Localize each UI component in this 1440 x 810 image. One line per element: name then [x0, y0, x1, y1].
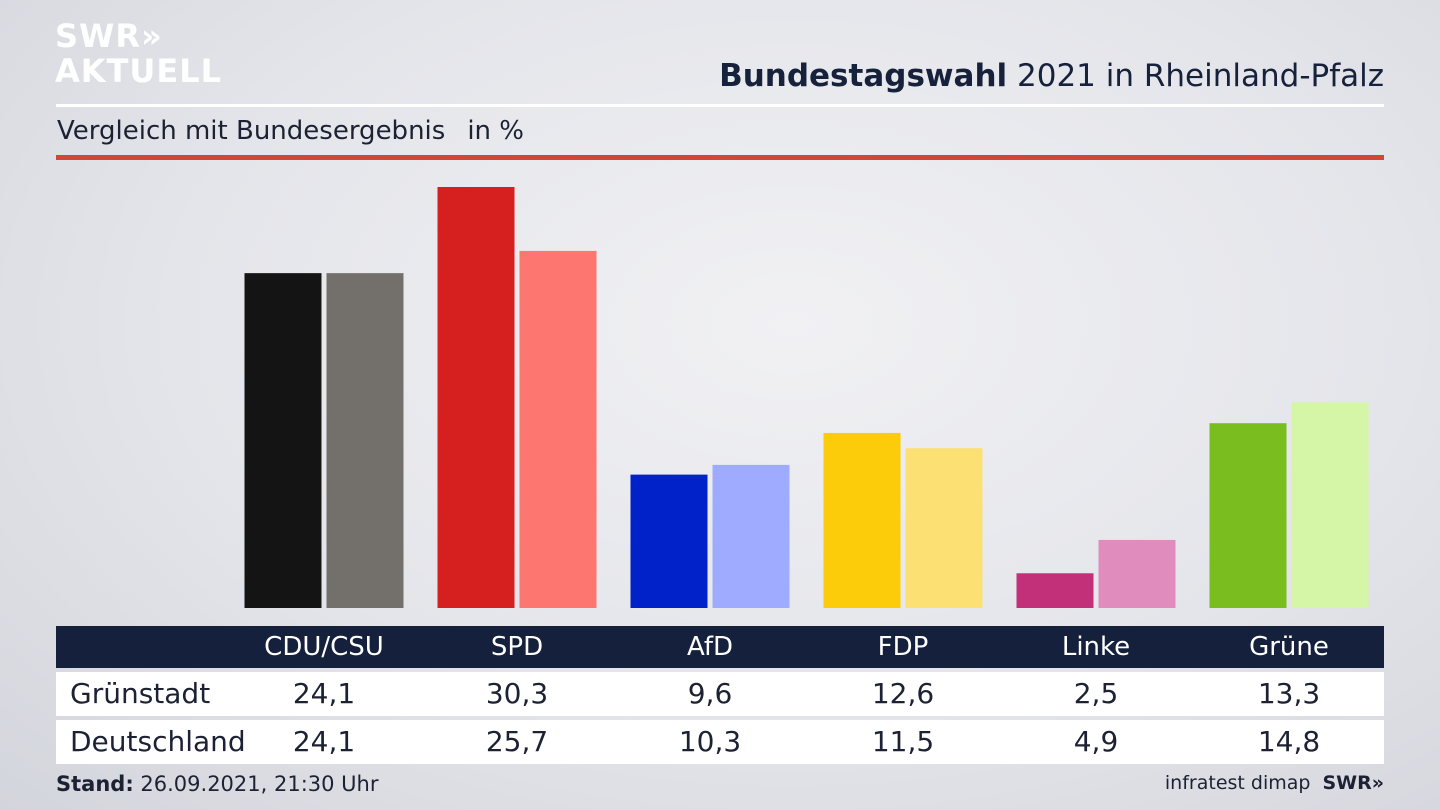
- table-cell: 14,8: [1257, 725, 1321, 758]
- column-header: AfD: [686, 632, 734, 662]
- table-cell: 12,6: [871, 677, 935, 710]
- title-bold: Bundestagswahl: [719, 58, 1008, 94]
- table-cell: 30,3: [485, 677, 549, 710]
- accent-divider: [56, 155, 1384, 160]
- subtitle-text: Vergleich mit Bundesergebnis: [57, 116, 446, 146]
- stand-label: Stand:: [56, 772, 134, 796]
- logo-line-swr: SWR»: [55, 17, 163, 55]
- logo-line-aktuell: AKTUELL: [55, 52, 223, 90]
- table-header-row: CDU/CSU SPD AfD FDP Linke Grüne: [56, 626, 1384, 668]
- stand-value: 26.09.2021, 21:30 Uhr: [133, 772, 379, 796]
- column-header: CDU/CSU: [264, 632, 384, 662]
- bar-linke-gr-nstadt: [1016, 573, 1094, 608]
- bar-cdu-csu-gr-nstadt: [244, 273, 322, 608]
- bar-spd-deutschland: [519, 250, 597, 608]
- table-row-gruenstadt: Grünstadt 24,1 30,3 9,6 12,6 2,5 13,3: [56, 672, 1384, 716]
- table-row-deutschland: Deutschland 24,1 25,7 10,3 11,5 4,9 14,8: [56, 720, 1384, 764]
- table-cell: 11,5: [871, 725, 935, 758]
- bar-linke-deutschland: [1098, 539, 1176, 608]
- bar-cdu-csu-deutschland: [326, 273, 404, 608]
- title-rest: 2021 in Rheinland-Pfalz: [1007, 58, 1384, 94]
- bar-afd-deutschland: [712, 464, 790, 608]
- page-title: Bundestagswahl 2021 in Rheinland-Pfalz: [719, 58, 1384, 94]
- column-header: FDP: [877, 632, 929, 662]
- column-header: Grüne: [1249, 632, 1329, 662]
- bar-fdp-deutschland: [905, 448, 983, 608]
- swr-aktuell-logo: SWR» AKTUELL: [55, 18, 222, 88]
- bar-gr-ne-deutschland: [1291, 402, 1369, 608]
- table-cell: 24,1: [292, 677, 356, 710]
- table-cell: 10,3: [678, 725, 742, 758]
- row-label-deutschland: Deutschland: [70, 725, 246, 758]
- column-header: Linke: [1061, 632, 1131, 662]
- column-header: SPD: [490, 632, 544, 662]
- row-label-gruenstadt: Grünstadt: [70, 677, 211, 710]
- bar-chart: [244, 187, 1369, 608]
- table-cell: 24,1: [292, 725, 356, 758]
- source-label: infratest dimap: [1164, 772, 1311, 794]
- table-cell: 2,5: [1073, 677, 1119, 710]
- unit-label: in %: [467, 116, 524, 146]
- timestamp: Stand: 26.09.2021, 21:30 Uhr: [56, 772, 379, 796]
- bar-fdp-gr-nstadt: [823, 432, 901, 608]
- table-cell: 9,6: [687, 677, 733, 710]
- table-cell: 4,9: [1073, 725, 1119, 758]
- chart-subtitle: Vergleich mit Bundesergebnis in %: [57, 116, 524, 146]
- bar-afd-gr-nstadt: [630, 474, 708, 608]
- source-credit: infratest dimap SWR»: [1165, 772, 1384, 794]
- bar-spd-gr-nstadt: [437, 187, 515, 608]
- title-divider: [56, 104, 1384, 107]
- table-cell: 25,7: [485, 725, 549, 758]
- table-cell: 13,3: [1257, 677, 1321, 710]
- bar-gr-ne-gr-nstadt: [1209, 423, 1287, 608]
- swr-small-logo: SWR»: [1322, 772, 1384, 794]
- results-table: CDU/CSU SPD AfD FDP Linke Grüne Grünstadt 24,…: [56, 626, 1384, 764]
